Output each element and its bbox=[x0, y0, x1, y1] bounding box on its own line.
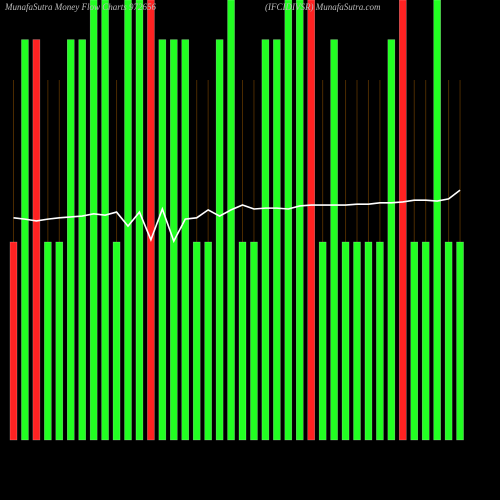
bar bbox=[250, 241, 258, 441]
bar bbox=[296, 0, 304, 441]
bar bbox=[215, 39, 224, 441]
bar bbox=[124, 0, 132, 441]
bar bbox=[364, 241, 373, 441]
bar bbox=[353, 241, 361, 441]
bar bbox=[181, 39, 189, 441]
bar bbox=[399, 0, 407, 441]
bar bbox=[318, 241, 327, 441]
bar bbox=[261, 39, 270, 441]
bar bbox=[78, 39, 86, 441]
bar bbox=[55, 241, 64, 441]
bar bbox=[238, 241, 247, 441]
bar bbox=[112, 241, 121, 441]
bar bbox=[456, 241, 464, 441]
money-flow-line bbox=[13, 189, 461, 244]
bar bbox=[273, 39, 281, 441]
bar bbox=[192, 241, 201, 441]
bar bbox=[21, 39, 29, 441]
bar bbox=[387, 39, 396, 441]
chart-subtitle: (IFCIDIVSR) MunafaSutra.com bbox=[265, 2, 381, 12]
bar bbox=[204, 241, 212, 441]
bar bbox=[67, 39, 75, 441]
bar bbox=[9, 241, 18, 441]
bar bbox=[32, 39, 41, 441]
bar bbox=[433, 0, 441, 441]
bar bbox=[147, 0, 155, 441]
bar bbox=[330, 39, 338, 441]
bar bbox=[158, 39, 167, 441]
bar bbox=[376, 241, 384, 441]
bar bbox=[44, 241, 52, 441]
bar bbox=[307, 0, 315, 441]
bar bbox=[101, 0, 109, 441]
bar bbox=[341, 241, 350, 441]
bar bbox=[284, 0, 293, 441]
bar bbox=[89, 0, 98, 441]
bar bbox=[421, 241, 430, 441]
bar bbox=[444, 241, 453, 441]
chart-title: MunafaSutra Money Flow Charts 972656 bbox=[4, 2, 156, 12]
bar bbox=[227, 0, 235, 441]
bar bbox=[410, 241, 418, 441]
